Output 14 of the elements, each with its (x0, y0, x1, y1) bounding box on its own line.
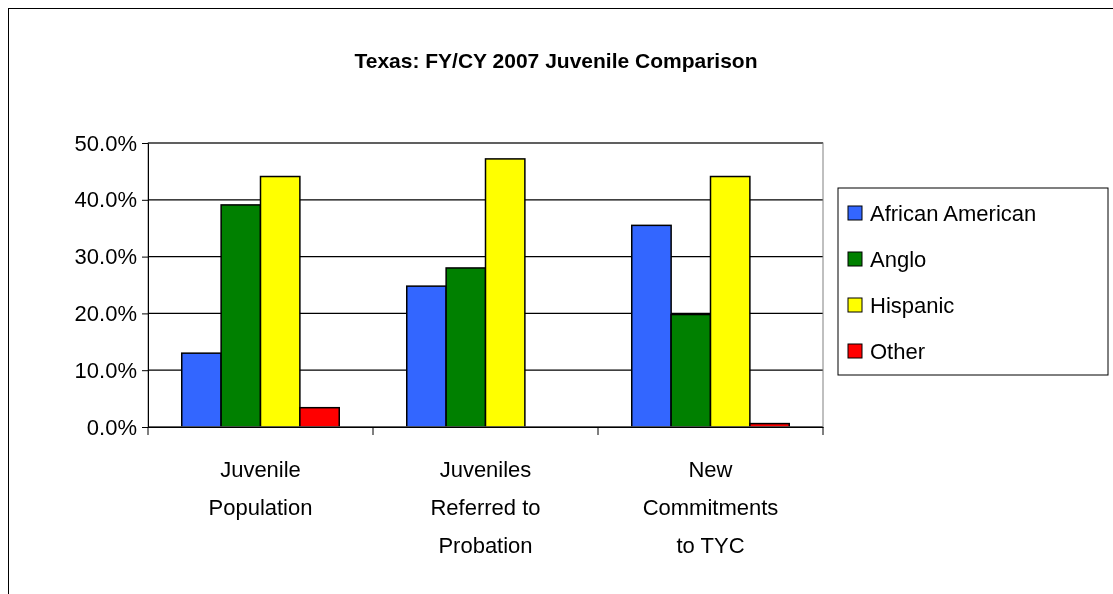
legend-label: Hispanic (870, 293, 955, 318)
x-tick-label: Juvenile Population (208, 457, 313, 520)
y-tick-label: 20.0% (74, 300, 137, 326)
y-tick-label: 30.0% (74, 244, 137, 270)
y-tick-label: 10.0% (74, 357, 137, 383)
chart-title: Texas: FY/CY 2007 Juvenile Comparison (354, 49, 758, 72)
x-tick-label: New Commitments to TYC (642, 457, 779, 558)
y-tick-label: 50.0% (74, 130, 137, 156)
x-tick-label: Juveniles Referred to Probation (430, 457, 541, 558)
legend-label: Other (870, 339, 926, 364)
y-tick-label: 40.0% (74, 187, 137, 213)
y-tick-label: 0.0% (86, 414, 137, 440)
legend-label: African American (870, 201, 1037, 226)
legend-label: Anglo (870, 247, 927, 272)
